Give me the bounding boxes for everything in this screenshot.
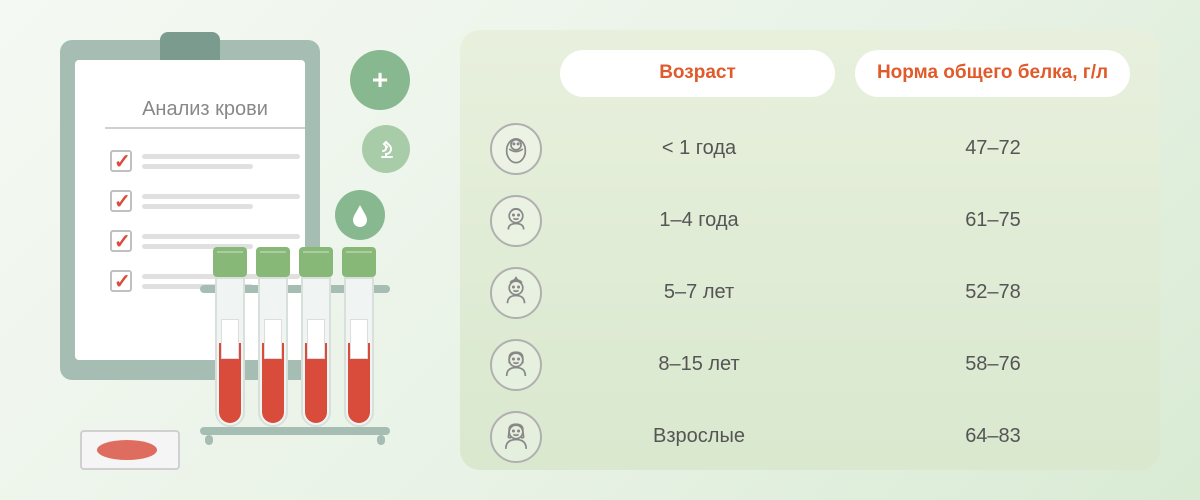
age-cell: 5–7 лет — [562, 281, 836, 304]
table-row: 5–7 лет 52–78 — [490, 261, 1130, 325]
test-tube — [344, 247, 374, 427]
adult-icon — [490, 411, 542, 463]
checkbox-checked-icon — [110, 230, 132, 252]
checkbox-checked-icon — [110, 150, 132, 172]
table-header: Возраст Норма общего белка, г/л — [560, 50, 1130, 97]
child-icon — [490, 267, 542, 319]
illustration-panel: Анализ крови — [0, 0, 450, 500]
clipboard-clip — [160, 32, 220, 60]
table-row: Взрослые 64–83 — [490, 405, 1130, 469]
protein-norms-table: Возраст Норма общего белка, г/л < 1 года… — [460, 30, 1160, 470]
microscope-icon — [362, 125, 410, 173]
plus-icon: + — [350, 50, 410, 110]
baby-swaddle-icon — [490, 123, 542, 175]
table-body: < 1 года 47–72 1–4 года 61–75 5–7 лет 52… — [490, 117, 1130, 469]
age-cell: 8–15 лет — [562, 353, 836, 376]
teen-icon — [490, 339, 542, 391]
glass-slide-illustration — [80, 430, 180, 470]
test-tubes-illustration — [200, 225, 390, 445]
text-lines — [142, 154, 300, 169]
rack-leg — [377, 435, 385, 445]
checkbox-checked-icon — [110, 190, 132, 212]
data-panel: Возраст Норма общего белка, г/л < 1 года… — [450, 0, 1200, 500]
value-cell: 61–75 — [856, 209, 1130, 232]
test-tube — [215, 247, 245, 427]
test-tube — [301, 247, 331, 427]
test-tube — [258, 247, 288, 427]
table-row: 1–4 года 61–75 — [490, 189, 1130, 253]
value-cell: 52–78 — [856, 281, 1130, 304]
table-row: 8–15 лет 58–76 — [490, 333, 1130, 397]
value-cell: 58–76 — [856, 353, 1130, 376]
clipboard-title: Анализ крови — [105, 98, 305, 129]
blood-sample — [97, 440, 157, 460]
value-cell: 47–72 — [856, 137, 1130, 160]
check-item — [110, 190, 300, 212]
table-row: < 1 года 47–72 — [490, 117, 1130, 181]
checkbox-checked-icon — [110, 270, 132, 292]
age-cell: Взрослые — [562, 425, 836, 448]
age-cell: 1–4 года — [562, 209, 836, 232]
header-norm: Норма общего белка, г/л — [855, 50, 1130, 97]
check-item — [110, 150, 300, 172]
age-cell: < 1 года — [562, 137, 836, 160]
toddler-icon — [490, 195, 542, 247]
rack-leg — [205, 435, 213, 445]
rack-bar — [200, 427, 390, 435]
header-age: Возраст — [560, 50, 835, 97]
text-lines — [142, 194, 300, 209]
value-cell: 64–83 — [856, 425, 1130, 448]
